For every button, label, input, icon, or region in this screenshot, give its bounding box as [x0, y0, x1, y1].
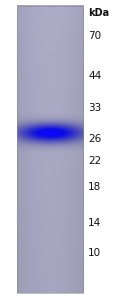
Text: 26: 26 — [88, 134, 101, 144]
Text: 14: 14 — [88, 218, 101, 228]
Text: 10: 10 — [88, 248, 101, 258]
Text: 70: 70 — [88, 31, 101, 41]
Text: 33: 33 — [88, 103, 101, 113]
Text: 44: 44 — [88, 71, 101, 81]
Bar — [17, 6, 83, 293]
Text: 22: 22 — [88, 156, 101, 166]
Text: kDa: kDa — [88, 8, 109, 19]
Text: 18: 18 — [88, 182, 101, 192]
